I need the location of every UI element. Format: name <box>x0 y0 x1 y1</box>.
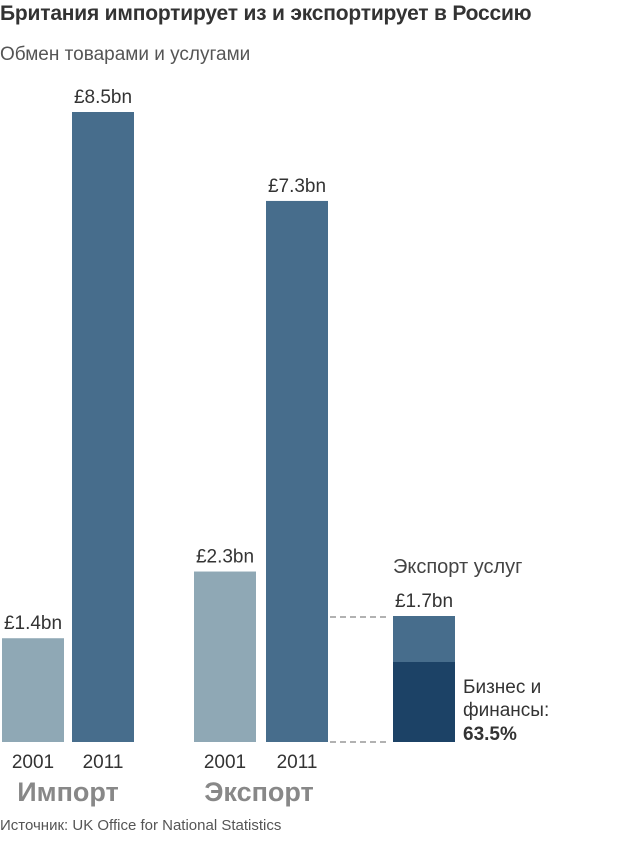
year-label-export-2001: 2001 <box>204 752 246 773</box>
business-label-line1: Бизнес и <box>463 677 541 698</box>
group-label-export: Экспорт <box>204 777 314 807</box>
value-label-import-2001: £1.4bn <box>4 613 62 634</box>
services-value-label: £1.7bn <box>395 591 453 612</box>
business-pct-label: 63.5% <box>463 724 517 745</box>
bar-import-2001 <box>2 638 64 742</box>
source-note: Источник: UK Office for National Statist… <box>0 817 282 834</box>
services-bar-other <box>393 616 455 662</box>
year-label-export-2011: 2011 <box>277 752 318 773</box>
value-label-export-2001: £2.3bn <box>196 547 254 568</box>
bar-export-2011 <box>266 200 328 743</box>
year-label-import-2001: 2001 <box>12 752 54 773</box>
year-label-import-2011: 2011 <box>83 752 124 773</box>
services-bar-business <box>393 661 455 742</box>
bar-import-2011 <box>72 112 134 742</box>
group-label-import: Импорт <box>17 777 119 807</box>
value-label-import-2011: £8.5bn <box>74 87 132 108</box>
bar-export-2001 <box>194 571 256 742</box>
chart-subtitle: Обмен товарами и услугами <box>0 44 251 65</box>
value-label-export-2011: £7.3bn <box>268 176 326 197</box>
chart-title: Британия импортирует из и экспортирует в… <box>0 2 532 25</box>
services-title: Экспорт услуг <box>393 556 522 578</box>
business-label-line2: финансы: <box>463 700 549 721</box>
